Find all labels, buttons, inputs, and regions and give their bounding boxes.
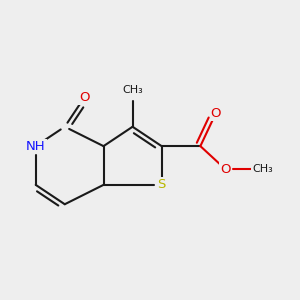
Text: O: O (211, 107, 221, 120)
Text: NH: NH (26, 140, 46, 153)
Text: O: O (220, 163, 231, 176)
Text: CH₃: CH₃ (122, 85, 143, 95)
Text: O: O (79, 91, 89, 104)
Text: CH₃: CH₃ (252, 164, 273, 174)
Text: S: S (158, 178, 166, 191)
